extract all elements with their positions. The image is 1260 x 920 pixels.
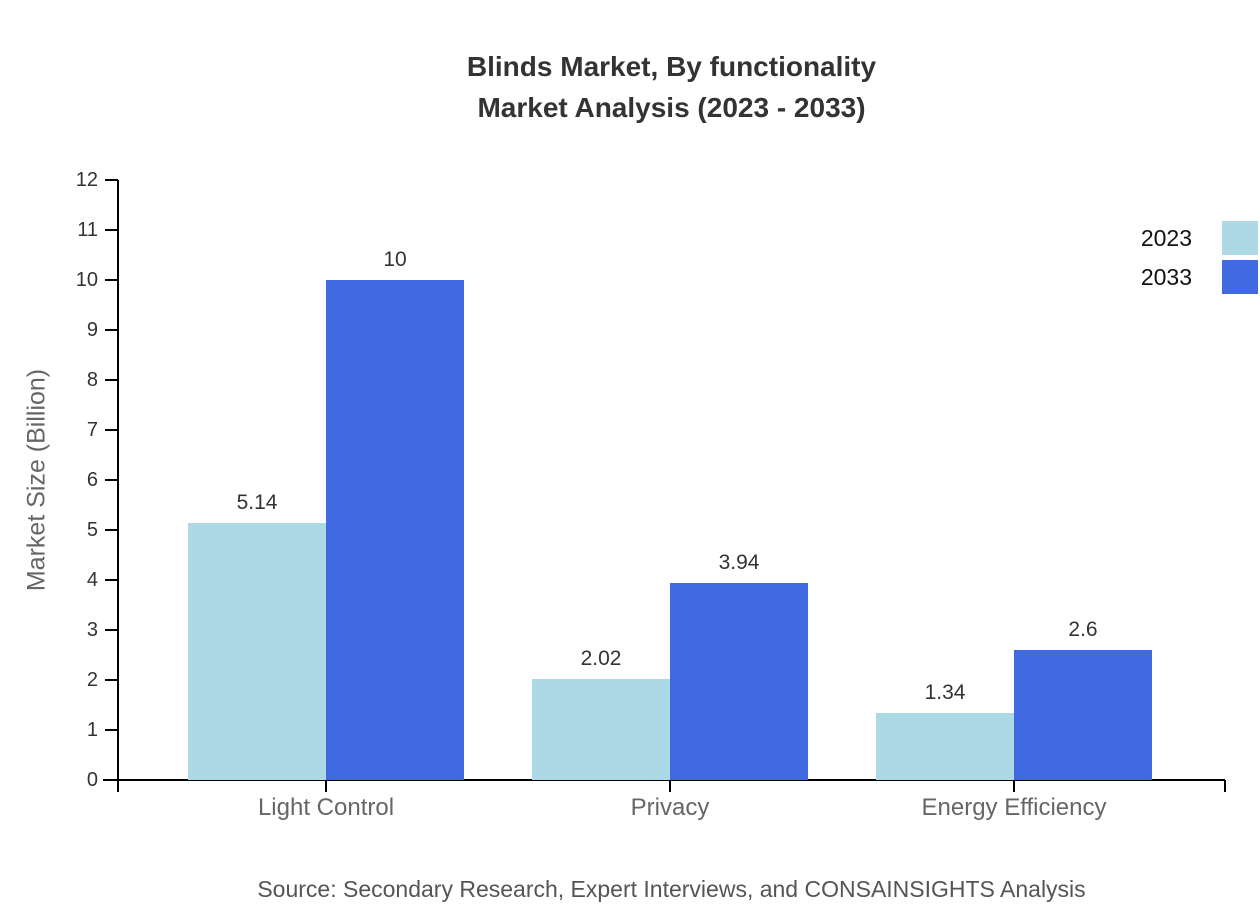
y-tick-mark	[105, 379, 118, 381]
y-tick-mark	[105, 679, 118, 681]
legend-item-2033: 2033	[1141, 260, 1258, 294]
bar-2023-privacy	[532, 679, 670, 780]
y-tick-label: 7	[86, 419, 98, 441]
y-tick-label: 0	[86, 769, 98, 791]
x-tick-mark	[117, 780, 119, 792]
y-tick-mark	[105, 479, 118, 481]
value-label: 1.34	[924, 681, 966, 704]
y-tick-label: 11	[77, 219, 98, 241]
y-tick-label: 10	[75, 269, 98, 291]
chart-title: Blinds Market, By functionality Market A…	[118, 46, 1225, 128]
legend-swatch-2023	[1222, 221, 1258, 255]
bar-2023-energy-efficiency	[876, 713, 1014, 780]
value-label: 5.14	[236, 491, 278, 514]
legend-label-2023: 2023	[1140, 224, 1192, 251]
y-tick-mark	[105, 779, 118, 781]
source-note: Source: Secondary Research, Expert Inter…	[257, 876, 1086, 902]
y-axis-line	[117, 180, 119, 792]
x-category-label: Light Control	[257, 794, 395, 821]
value-label: 10	[383, 248, 407, 271]
y-tick-mark	[105, 179, 118, 181]
y-tick-label: 4	[86, 569, 98, 591]
chart-title-line-1: Blinds Market, By functionality	[466, 51, 877, 82]
y-tick-label: 8	[86, 369, 98, 391]
legend-label-2033: 2033	[1140, 263, 1192, 290]
y-tick-mark	[105, 429, 118, 431]
x-axis-line	[103, 779, 1225, 781]
x-category-label: Privacy	[630, 794, 710, 821]
x-tick-mark	[1224, 780, 1226, 792]
y-tick-label: 5	[86, 519, 98, 541]
y-tick-mark	[105, 729, 118, 731]
y-tick-mark	[105, 229, 118, 231]
value-label: 3.94	[718, 551, 760, 574]
y-tick-label: 12	[75, 169, 98, 191]
x-tick-mark	[669, 780, 671, 792]
bar-2023-light-control	[188, 523, 326, 780]
y-tick-mark	[105, 279, 118, 281]
chart-title-line-2: Market Analysis (2023 - 2033)	[477, 92, 866, 123]
legend: 2023 2033	[1141, 221, 1258, 299]
x-tick-mark	[1013, 780, 1015, 792]
value-label: 2.6	[1068, 618, 1098, 641]
y-tick-label: 9	[86, 319, 98, 341]
y-tick-label: 6	[86, 469, 98, 491]
y-tick-label: 1	[86, 719, 98, 741]
legend-item-2023: 2023	[1141, 221, 1258, 255]
bar-2033-energy-efficiency	[1014, 650, 1152, 780]
y-tick-mark	[105, 529, 118, 531]
x-category-label: Energy Efficiency	[921, 794, 1107, 821]
y-tick-label: 2	[86, 669, 98, 691]
value-label: 2.02	[580, 647, 622, 670]
legend-swatch-2033	[1222, 260, 1258, 294]
y-tick-mark	[105, 329, 118, 331]
y-tick-label: 3	[86, 619, 98, 641]
bar-2033-privacy	[670, 583, 808, 780]
y-tick-mark	[105, 579, 118, 581]
x-tick-mark	[325, 780, 327, 792]
bar-2033-light-control	[326, 280, 464, 780]
y-tick-mark	[105, 629, 118, 631]
